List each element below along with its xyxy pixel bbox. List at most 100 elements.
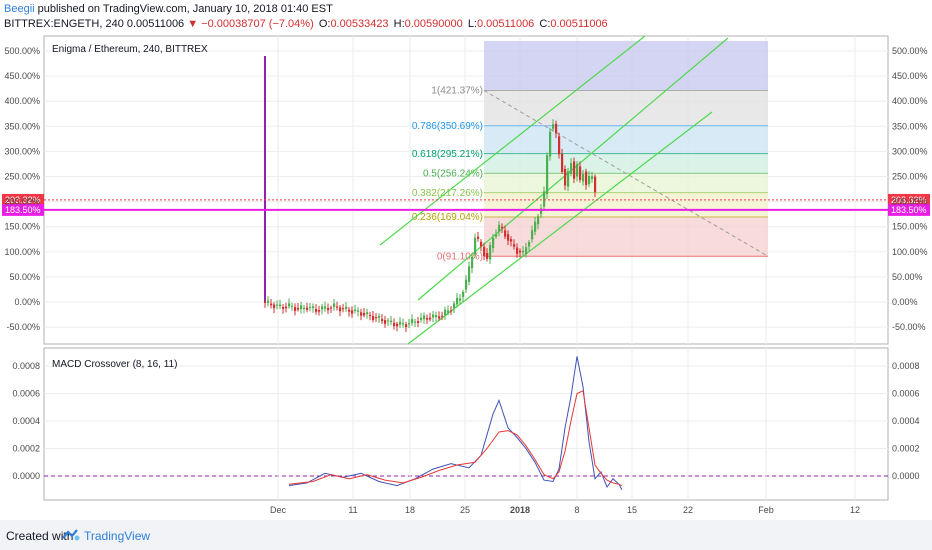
candle-body bbox=[438, 316, 441, 319]
candle-body bbox=[399, 321, 402, 325]
y-tick-left: 0.00% bbox=[14, 297, 40, 307]
open-label: O: bbox=[318, 18, 331, 30]
fib-level-label: 0(91.10%) bbox=[437, 251, 483, 262]
candle-body bbox=[573, 161, 576, 179]
macd-y-tick-left: 0.0000 bbox=[12, 471, 40, 481]
candle-body bbox=[279, 304, 282, 307]
candle-body bbox=[348, 309, 351, 312]
low-label: L: bbox=[467, 18, 477, 30]
macd-y-tick-right: 0.0002 bbox=[892, 444, 920, 454]
candle-body bbox=[570, 163, 573, 174]
candle-body bbox=[441, 315, 444, 317]
y-tick-left: 250.00% bbox=[4, 172, 40, 182]
candle-body bbox=[444, 309, 447, 316]
author-link[interactable]: Beegii bbox=[4, 3, 35, 15]
candle-body bbox=[447, 310, 450, 313]
candle-body bbox=[390, 320, 393, 323]
macd-y-tick-right: 0.0008 bbox=[892, 361, 920, 371]
y-tick-right: 300.00% bbox=[892, 146, 928, 156]
y-tick-right: 450.00% bbox=[892, 71, 928, 81]
candle-body bbox=[498, 224, 501, 232]
main-pane-frame bbox=[43, 35, 889, 345]
channel-line bbox=[407, 111, 713, 345]
last-price: 0.00511006 bbox=[126, 18, 185, 30]
fib-level-label: 0.786(350.69%) bbox=[412, 121, 483, 132]
candle-body bbox=[372, 316, 375, 321]
x-tick: 22 bbox=[683, 505, 693, 515]
candle-body bbox=[291, 305, 294, 307]
candle-body bbox=[309, 306, 312, 308]
candle-body bbox=[501, 226, 504, 229]
candle-body bbox=[465, 279, 468, 290]
candle-body bbox=[483, 246, 486, 257]
fib-level-label: 0.382(217.26%) bbox=[412, 188, 483, 199]
fib-zone bbox=[484, 192, 768, 218]
candle-body bbox=[519, 250, 522, 253]
y-tick-left: 300.00% bbox=[4, 146, 40, 156]
x-tick: Dec bbox=[270, 505, 287, 515]
candle-body bbox=[510, 239, 513, 242]
price-tag-right-bg bbox=[888, 193, 930, 206]
candle-body bbox=[555, 123, 558, 134]
candle-body bbox=[432, 314, 435, 318]
candle-body bbox=[324, 306, 327, 309]
macd-y-tick-right: 0.0006 bbox=[892, 389, 920, 399]
candle-body bbox=[534, 221, 537, 232]
x-tick: 25 bbox=[460, 505, 470, 515]
fib-level-label: 0.236(169.04%) bbox=[412, 212, 483, 223]
y-tick-right: 250.00% bbox=[892, 172, 928, 182]
y-tick-left: 100.00% bbox=[4, 247, 40, 257]
candle-body bbox=[276, 304, 279, 306]
down-arrow-icon: ▼ bbox=[187, 18, 199, 30]
candle-body bbox=[489, 245, 492, 260]
x-tick: 12 bbox=[850, 505, 860, 515]
candle-body bbox=[543, 191, 546, 207]
candle-body bbox=[492, 237, 495, 249]
candle-body bbox=[471, 256, 474, 269]
candle-body bbox=[525, 247, 528, 254]
candle-body bbox=[354, 309, 357, 312]
chart-canvas[interactable]: 1(421.37%) 0.786(350.69%) 0.618(295.21%) 0.… bbox=[0, 0, 932, 520]
macd-pane-title: MACD Crossover (8, 16, 11) bbox=[52, 359, 177, 370]
candle-body bbox=[480, 241, 483, 247]
candle-body bbox=[402, 323, 405, 325]
y-tick-right: 200.00% bbox=[892, 197, 928, 207]
y-tick-left: 350.00% bbox=[4, 121, 40, 131]
candle-body bbox=[300, 305, 303, 310]
tradingview-brand-link[interactable]: TradingView bbox=[84, 529, 151, 543]
candle-body bbox=[462, 291, 465, 297]
candle-body bbox=[516, 247, 519, 254]
footer: Created with TradingView bbox=[0, 520, 932, 550]
chart-header: Beegii published on TradingView.com, Jan… bbox=[4, 2, 928, 32]
candle-body bbox=[591, 176, 594, 180]
candle-body bbox=[549, 131, 552, 157]
candle-body bbox=[285, 306, 288, 309]
fib-zone bbox=[484, 153, 768, 174]
y-tick-left: 450.00% bbox=[4, 71, 40, 81]
candle-body bbox=[537, 216, 540, 225]
candle-body bbox=[411, 319, 414, 324]
candle-body bbox=[531, 230, 534, 240]
y-tick-right: 100.00% bbox=[892, 247, 928, 257]
candle-body bbox=[327, 308, 330, 311]
macd-pane bbox=[288, 356, 623, 491]
candle-body bbox=[333, 303, 336, 308]
fibonacci-retracement[interactable]: 1(421.37%) 0.786(350.69%) 0.618(295.21%) 0.… bbox=[412, 40, 769, 262]
y-tick-right: 400.00% bbox=[892, 96, 928, 106]
candle-body bbox=[387, 320, 390, 322]
candle-body bbox=[576, 164, 579, 177]
high-value: 0.00590000 bbox=[404, 18, 463, 30]
macd-pane-frame bbox=[43, 347, 889, 501]
y-tick-left: 500.00% bbox=[4, 46, 40, 56]
candle-body bbox=[594, 176, 597, 193]
candle-body bbox=[540, 208, 543, 215]
candle-body bbox=[297, 308, 300, 310]
low-value: 0.00511006 bbox=[477, 18, 535, 30]
macd-line bbox=[288, 356, 623, 491]
candle-body bbox=[507, 234, 510, 241]
macd-y-tick-left: 0.0006 bbox=[12, 389, 40, 399]
candle-body bbox=[558, 136, 561, 155]
candle-body bbox=[561, 153, 564, 172]
candle-body bbox=[585, 171, 588, 185]
candle-body bbox=[417, 321, 420, 323]
